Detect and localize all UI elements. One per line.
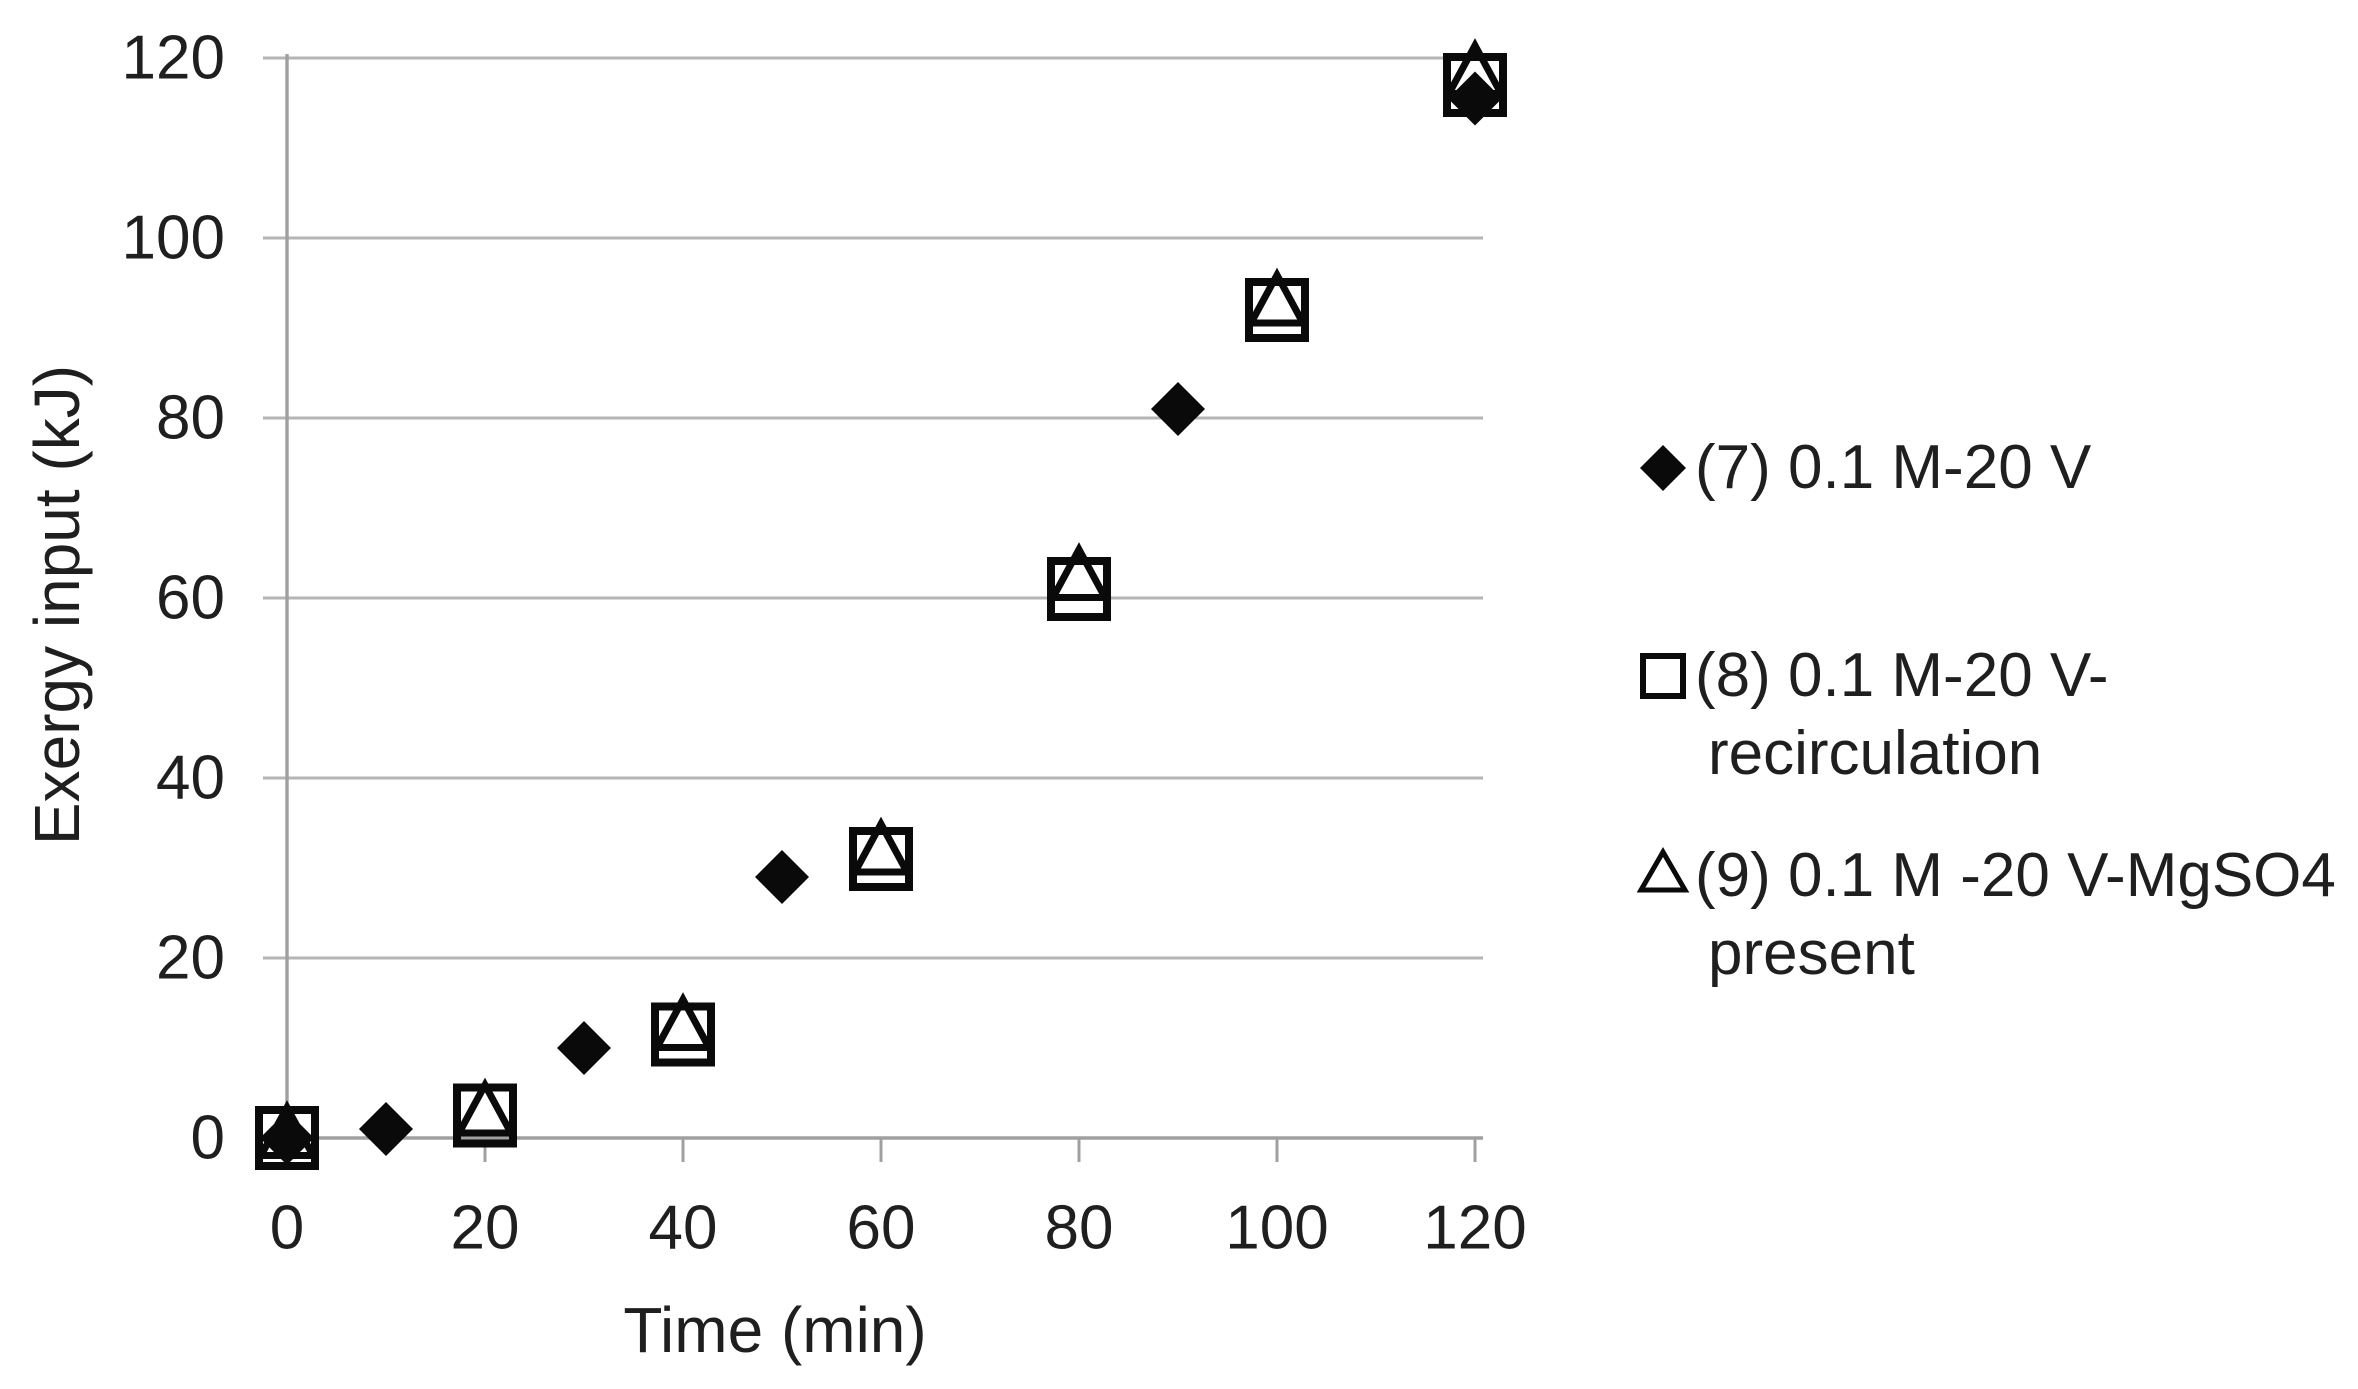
y-tick-label-120: 120: [122, 24, 225, 93]
point-s9-x120: [1443, 38, 1507, 97]
legend-label-line2: present: [1708, 919, 1915, 988]
point-s9-x80: [1047, 542, 1111, 601]
legend-label-line1: (7) 0.1 M-20 V: [1695, 433, 2092, 502]
x-tick-label-0: 0: [270, 1194, 304, 1263]
y-tick-label-40: 40: [156, 744, 225, 813]
x-tick-label-120: 120: [1423, 1194, 1526, 1263]
x-tick-label-40: 40: [649, 1194, 718, 1263]
x-tick-label-60: 60: [847, 1194, 916, 1263]
point-s7-x10: [359, 1102, 413, 1156]
point-s8-x80: [1047, 557, 1111, 621]
point-s7-x30: [557, 1021, 611, 1075]
point-s7-x90: [1151, 382, 1205, 436]
point-s7-x50: [755, 850, 809, 904]
y-tick-label-80: 80: [156, 384, 225, 453]
x-axis-title: Time (min): [623, 1294, 927, 1366]
legend-label-line2: recirculation: [1708, 719, 2043, 788]
legend-label: (9) 0.1 M -20 V-MgSO4 present: [1695, 837, 2336, 993]
legend-label: (8) 0.1 M-20 V- recirculation: [1695, 637, 2108, 793]
y-tick-label-0: 0: [191, 1104, 225, 1173]
y-tick-label-60: 60: [156, 564, 225, 633]
x-tick-label-20: 20: [451, 1194, 520, 1263]
y-tick-label-20: 20: [156, 924, 225, 993]
point-s9-x20: [453, 1077, 517, 1137]
legend-entry-series8: (8) 0.1 M-20 V- recirculation: [1631, 637, 2108, 793]
open-square-icon: [1640, 653, 1686, 699]
point-s9-x40: [651, 992, 715, 1051]
filled-diamond-icon: [1640, 445, 1686, 491]
legend-entry-series7: (7) 0.1 M-20 V: [1631, 429, 2091, 507]
open-triangle-icon: [1636, 847, 1690, 893]
y-axis-title: Exergy input (kJ): [21, 364, 93, 846]
x-tick-label-100: 100: [1225, 1194, 1328, 1263]
point-s9-x0: [255, 1100, 319, 1159]
legend-label: (7) 0.1 M-20 V: [1695, 429, 2091, 507]
point-s7-x0: [260, 1111, 314, 1165]
legend-label-line1: (9) 0.1 M -20 V-MgSO4: [1695, 841, 2336, 910]
x-tick-label-80: 80: [1045, 1194, 1114, 1263]
legend-label-line1: (8) 0.1 M-20 V-: [1695, 641, 2109, 710]
legend-entry-series9: (9) 0.1 M -20 V-MgSO4 present: [1631, 837, 2336, 993]
y-tick-label-100: 100: [122, 204, 225, 273]
point-s9-x60: [849, 816, 913, 876]
point-s9-x100: [1245, 267, 1309, 327]
point-s8-x120: [1443, 53, 1507, 117]
